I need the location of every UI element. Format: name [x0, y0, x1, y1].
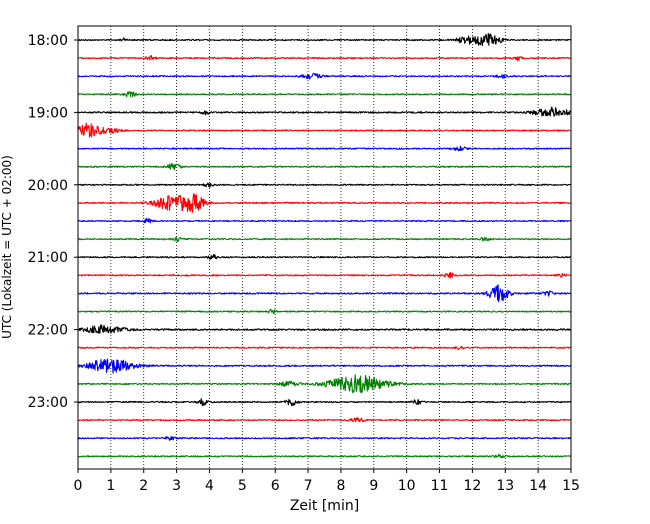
seismic-trace [77, 254, 572, 260]
y-tick-label: 19:00 [28, 105, 68, 121]
y-tick-label: 18:00 [28, 33, 68, 49]
x-tick-label: 6 [271, 478, 280, 494]
seismic-trace [77, 453, 572, 459]
seismic-trace [77, 436, 572, 441]
seismic-trace [77, 358, 572, 374]
seismic-trace [77, 145, 572, 152]
x-axis-label: Zeit [min] [290, 498, 359, 514]
seismic-trace [77, 218, 572, 224]
x-tick-label: 14 [529, 478, 547, 494]
x-tick-label: 3 [172, 478, 181, 494]
seismic-trace [77, 236, 572, 242]
y-tick-label: 21:00 [28, 250, 68, 266]
seismic-trace [77, 33, 572, 47]
seismic-trace [77, 163, 572, 171]
seismic-trace [77, 106, 572, 117]
y-axis-label: UTC (Lokalzeit = UTC + 02:00) [0, 155, 14, 339]
x-tick-label: 4 [205, 478, 214, 494]
x-tick-label: 15 [562, 478, 580, 494]
seismic-trace [78, 284, 572, 303]
seismic-trace [77, 345, 572, 351]
x-axis-ticks: 0 1 2 3 4 5 6 7 8 9 10 11 12 13 14 15 [74, 469, 580, 494]
x-tick-label: 1 [106, 478, 115, 494]
y-tick-label: 23:00 [28, 395, 68, 411]
x-tick-label: 13 [496, 478, 514, 494]
grid-layer [110, 26, 539, 469]
trace-layer [77, 33, 572, 459]
plot-frame [77, 25, 572, 470]
seismic-trace [77, 182, 572, 188]
x-tick-label: 9 [369, 478, 378, 494]
seismic-trace [77, 72, 572, 80]
x-tick-label: 8 [336, 478, 345, 494]
x-tick-label: 2 [139, 478, 148, 494]
x-tick-label: 12 [463, 478, 481, 494]
seismic-trace [77, 398, 572, 407]
seismic-trace [77, 271, 572, 279]
x-tick-label: 0 [74, 478, 83, 494]
y-axis-ticks: 18:00 19:00 20:00 21:00 22:00 23:00 [28, 33, 78, 411]
y-tick-label: 20:00 [28, 178, 68, 194]
seismic-trace [77, 55, 572, 62]
x-tick-label: 7 [304, 478, 313, 494]
y-tick-label: 22:00 [28, 323, 68, 339]
seismic-trace [77, 374, 572, 394]
seismic-trace [77, 417, 572, 423]
seismic-trace [77, 308, 572, 315]
seismic-trace [77, 324, 572, 334]
seismic-trace [77, 122, 571, 138]
x-tick-label: 11 [431, 478, 449, 494]
x-tick-label: 5 [238, 478, 247, 494]
seismic-trace [77, 91, 572, 98]
seismic-trace [77, 193, 572, 213]
x-tick-label: 10 [398, 478, 416, 494]
